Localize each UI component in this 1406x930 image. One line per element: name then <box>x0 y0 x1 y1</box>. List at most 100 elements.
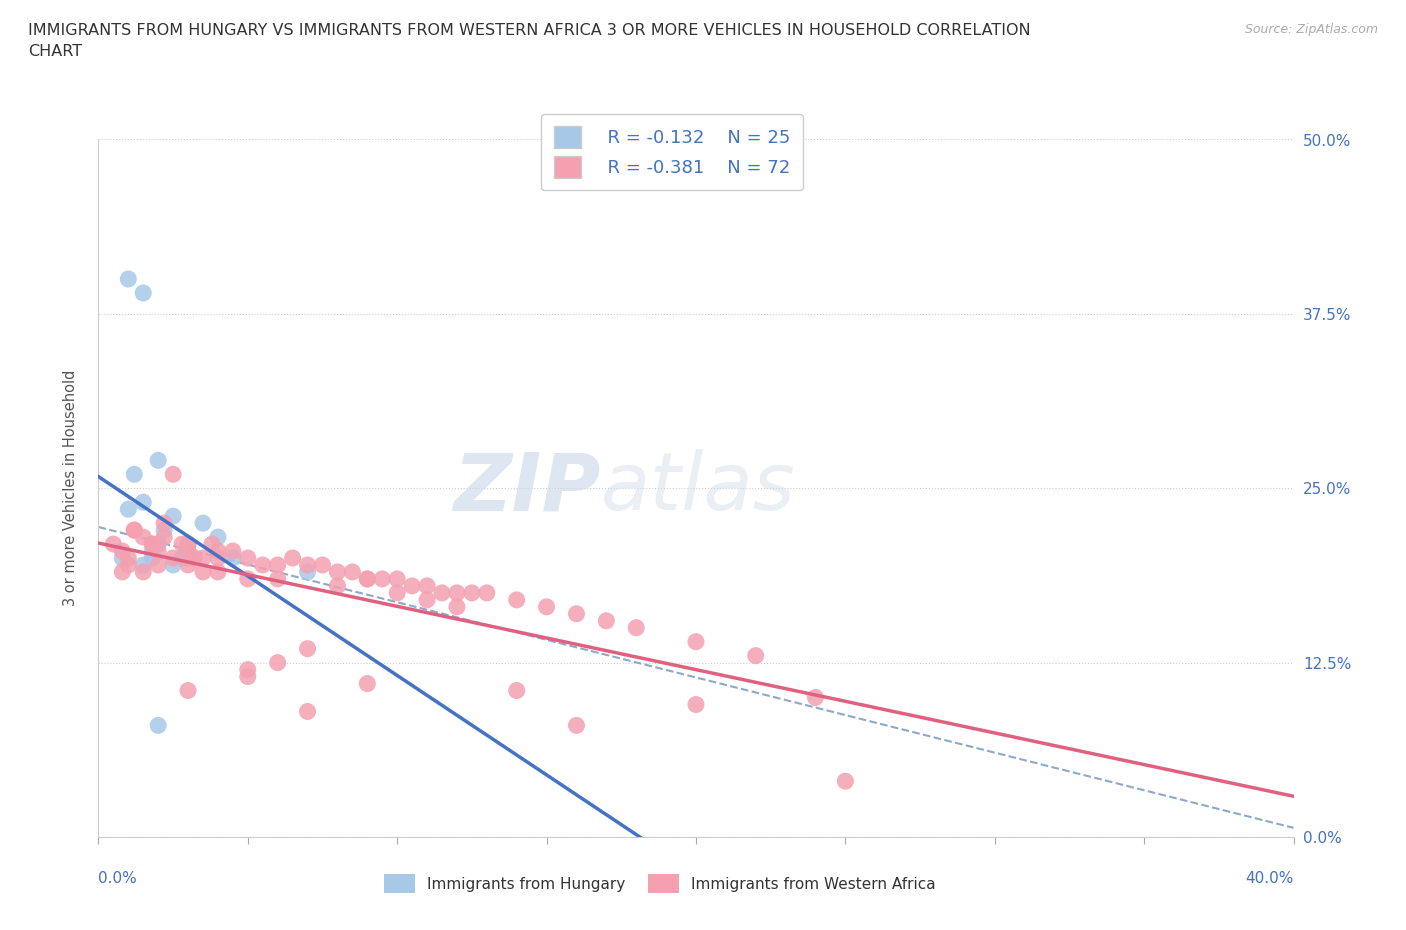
Point <box>132 530 155 545</box>
Point <box>236 571 259 587</box>
Point <box>177 558 200 573</box>
Point <box>536 600 558 615</box>
Point <box>132 286 155 300</box>
Point <box>430 586 453 601</box>
Point <box>446 600 468 615</box>
Point <box>153 530 176 545</box>
Point <box>222 543 245 558</box>
Y-axis label: 3 or more Vehicles in Household: 3 or more Vehicles in Household <box>63 370 77 606</box>
Point <box>252 558 274 573</box>
Point <box>124 523 146 538</box>
Point <box>191 551 214 565</box>
Point <box>236 670 259 684</box>
Legend: Immigrants from Hungary, Immigrants from Western Africa: Immigrants from Hungary, Immigrants from… <box>378 869 942 899</box>
Point <box>103 537 125 551</box>
Point <box>141 537 163 551</box>
Point <box>111 565 134 579</box>
Point <box>446 586 468 601</box>
Point <box>267 656 290 671</box>
Point <box>162 467 184 482</box>
Point <box>141 543 163 558</box>
Point <box>267 571 290 587</box>
Point <box>626 620 648 635</box>
Point <box>132 565 155 579</box>
Point <box>117 551 139 565</box>
Point <box>201 537 224 551</box>
Point <box>326 578 349 593</box>
Point <box>141 537 163 551</box>
Point <box>326 565 349 579</box>
Text: ZIP: ZIP <box>453 449 600 527</box>
Point <box>506 592 529 607</box>
Point <box>416 578 439 593</box>
Text: 40.0%: 40.0% <box>1246 871 1294 886</box>
Point <box>111 551 134 565</box>
Point <box>281 551 304 565</box>
Point <box>191 565 214 579</box>
Point <box>177 543 200 558</box>
Point <box>148 558 170 573</box>
Point <box>371 571 394 587</box>
Point <box>172 537 194 551</box>
Point <box>356 676 378 691</box>
Point <box>342 565 364 579</box>
Point <box>207 565 229 579</box>
Text: IMMIGRANTS FROM HUNGARY VS IMMIGRANTS FROM WESTERN AFRICA 3 OR MORE VEHICLES IN : IMMIGRANTS FROM HUNGARY VS IMMIGRANTS FR… <box>28 23 1031 60</box>
Point <box>506 683 529 698</box>
Point <box>565 718 588 733</box>
Point <box>207 551 229 565</box>
Point <box>183 551 205 565</box>
Point <box>162 509 184 524</box>
Point <box>685 634 707 649</box>
Text: Source: ZipAtlas.com: Source: ZipAtlas.com <box>1244 23 1378 36</box>
Point <box>132 558 155 573</box>
Point <box>267 558 290 573</box>
Point <box>117 558 139 573</box>
Point <box>207 543 229 558</box>
Point <box>183 551 205 565</box>
Point <box>297 704 319 719</box>
Point <box>595 614 617 629</box>
Point <box>117 272 139 286</box>
Point <box>461 586 484 601</box>
Point <box>148 453 170 468</box>
Point <box>236 662 259 677</box>
Point <box>236 551 259 565</box>
Point <box>177 551 200 565</box>
Point <box>222 551 245 565</box>
Point <box>172 551 194 565</box>
Point <box>177 683 200 698</box>
Point <box>153 523 176 538</box>
Point <box>311 558 333 573</box>
Point <box>356 571 378 587</box>
Point <box>132 495 155 510</box>
Text: atlas: atlas <box>600 449 796 527</box>
Point <box>124 467 146 482</box>
Point <box>148 543 170 558</box>
Point <box>834 774 856 789</box>
Point <box>297 565 319 579</box>
Point <box>416 592 439 607</box>
Point <box>297 558 319 573</box>
Point <box>356 571 378 587</box>
Point <box>177 537 200 551</box>
Point <box>162 551 184 565</box>
Point <box>177 537 200 551</box>
Point <box>124 523 146 538</box>
Point <box>111 543 134 558</box>
Text: 0.0%: 0.0% <box>98 871 138 886</box>
Point <box>745 648 768 663</box>
Point <box>117 502 139 517</box>
Point <box>148 718 170 733</box>
Point <box>207 530 229 545</box>
Point <box>565 606 588 621</box>
Point <box>162 558 184 573</box>
Point <box>177 543 200 558</box>
Point <box>297 642 319 657</box>
Point <box>148 537 170 551</box>
Point <box>153 515 176 530</box>
Point <box>804 690 827 705</box>
Point <box>401 578 423 593</box>
Point <box>141 551 163 565</box>
Point <box>385 571 409 587</box>
